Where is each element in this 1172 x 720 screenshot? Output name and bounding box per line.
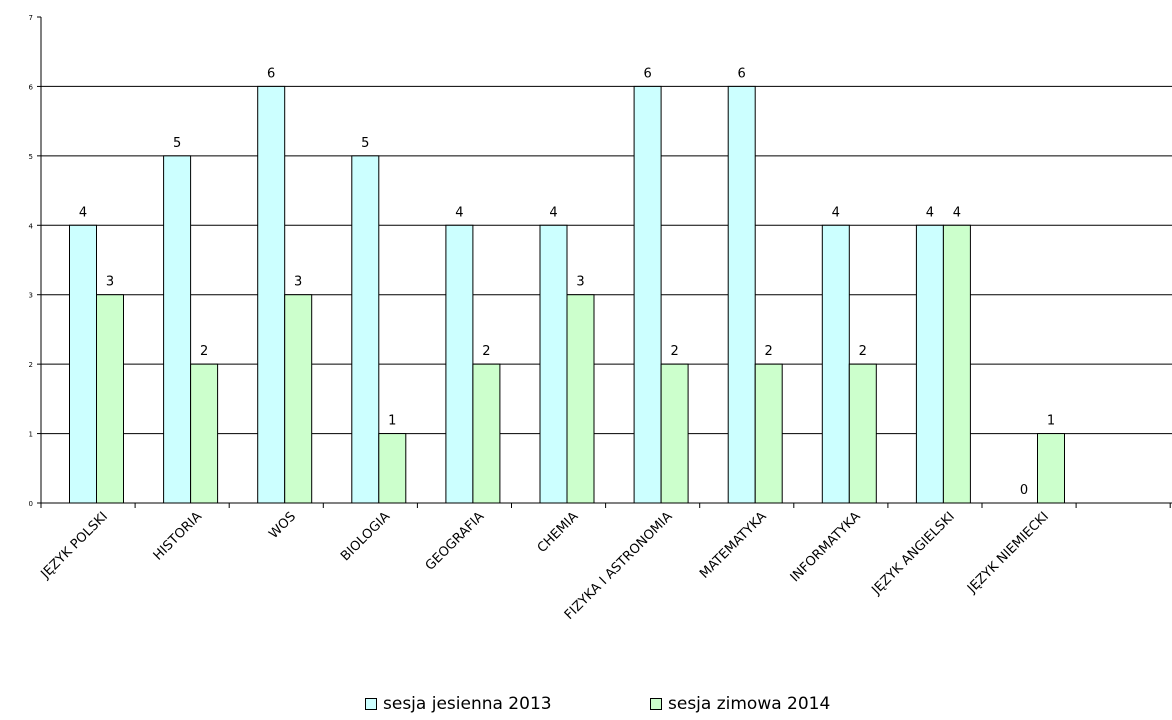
x-tick-label: INFORMATYKA [788, 509, 864, 585]
data-label: 4 [549, 205, 557, 220]
legend-item-series-2: sesja zimowa 2014 [650, 694, 830, 714]
x-tick-label: FIZYKA I ASTRONOMIA [562, 509, 676, 623]
legend-label-series-1: sesja jesienna 2013 [383, 694, 552, 714]
data-label: 4 [455, 205, 463, 220]
bar [539, 224, 568, 504]
bar [284, 294, 313, 504]
x-tick-label: WOS [266, 509, 299, 542]
bar [754, 363, 783, 504]
data-label: 1 [1047, 414, 1055, 429]
bar [566, 294, 595, 504]
x-tick-label: CHEMIA [535, 509, 582, 556]
data-label: 0 [1020, 483, 1028, 498]
legend: sesja jesienna 2013 sesja zimowa 2014 [0, 694, 1172, 714]
x-tick-label: JĘZYK ANGIELSKI [869, 509, 958, 598]
bar [163, 155, 192, 504]
legend-item-series-1: sesja jesienna 2013 [365, 694, 552, 714]
data-label: 2 [482, 344, 490, 359]
data-label: 4 [79, 205, 87, 220]
data-label: 4 [832, 205, 840, 220]
bar [190, 363, 219, 504]
bar [96, 294, 124, 504]
data-label: 6 [267, 66, 275, 81]
x-tick-label: BIOLOGIA [338, 509, 393, 564]
data-label: 2 [859, 344, 867, 359]
bar [257, 85, 286, 504]
data-label: 3 [106, 275, 114, 290]
data-label: 6 [643, 66, 651, 81]
y-tick-label: 1 [29, 431, 33, 439]
data-label: 5 [361, 136, 369, 151]
data-label: 6 [738, 66, 746, 81]
y-tick-label: 4 [29, 222, 34, 230]
bar [1037, 433, 1065, 504]
y-tick-label: 7 [29, 14, 33, 22]
legend-swatch-series-2 [650, 698, 662, 710]
bar [351, 155, 380, 504]
x-tick-label: HISTORIA [151, 509, 205, 563]
data-label: 4 [953, 205, 961, 220]
y-tick-label: 3 [29, 292, 33, 300]
x-tick-label: JĘZYK POLSKI [38, 509, 111, 582]
x-tick-label: MATEMATYKA [697, 509, 770, 582]
data-label: 1 [388, 414, 396, 429]
data-label: 5 [173, 136, 181, 151]
bar [915, 224, 944, 504]
bar [378, 433, 407, 504]
data-label: 3 [576, 275, 584, 290]
legend-swatch-series-1 [365, 698, 377, 710]
bar [445, 224, 474, 504]
bar [633, 85, 662, 504]
x-tick-label: JĘZYK NIEMIECKI [964, 509, 1052, 597]
bar [942, 224, 971, 504]
bar [472, 363, 501, 504]
bar [727, 85, 756, 504]
data-label: 2 [670, 344, 678, 359]
data-label: 3 [294, 275, 302, 290]
y-tick-label: 6 [29, 83, 34, 91]
y-tick-label: 5 [29, 153, 33, 161]
bar [848, 363, 877, 504]
y-tick-label: 0 [29, 500, 33, 508]
bar [660, 363, 689, 504]
legend-label-series-2: sesja zimowa 2014 [668, 694, 831, 714]
data-label: 2 [200, 344, 208, 359]
bar [821, 224, 850, 504]
bar [69, 224, 97, 504]
x-tick-label: GEOGRAFIA [423, 509, 488, 574]
y-tick-label: 2 [29, 361, 33, 369]
data-label: 4 [926, 205, 934, 220]
data-label: 2 [765, 344, 773, 359]
